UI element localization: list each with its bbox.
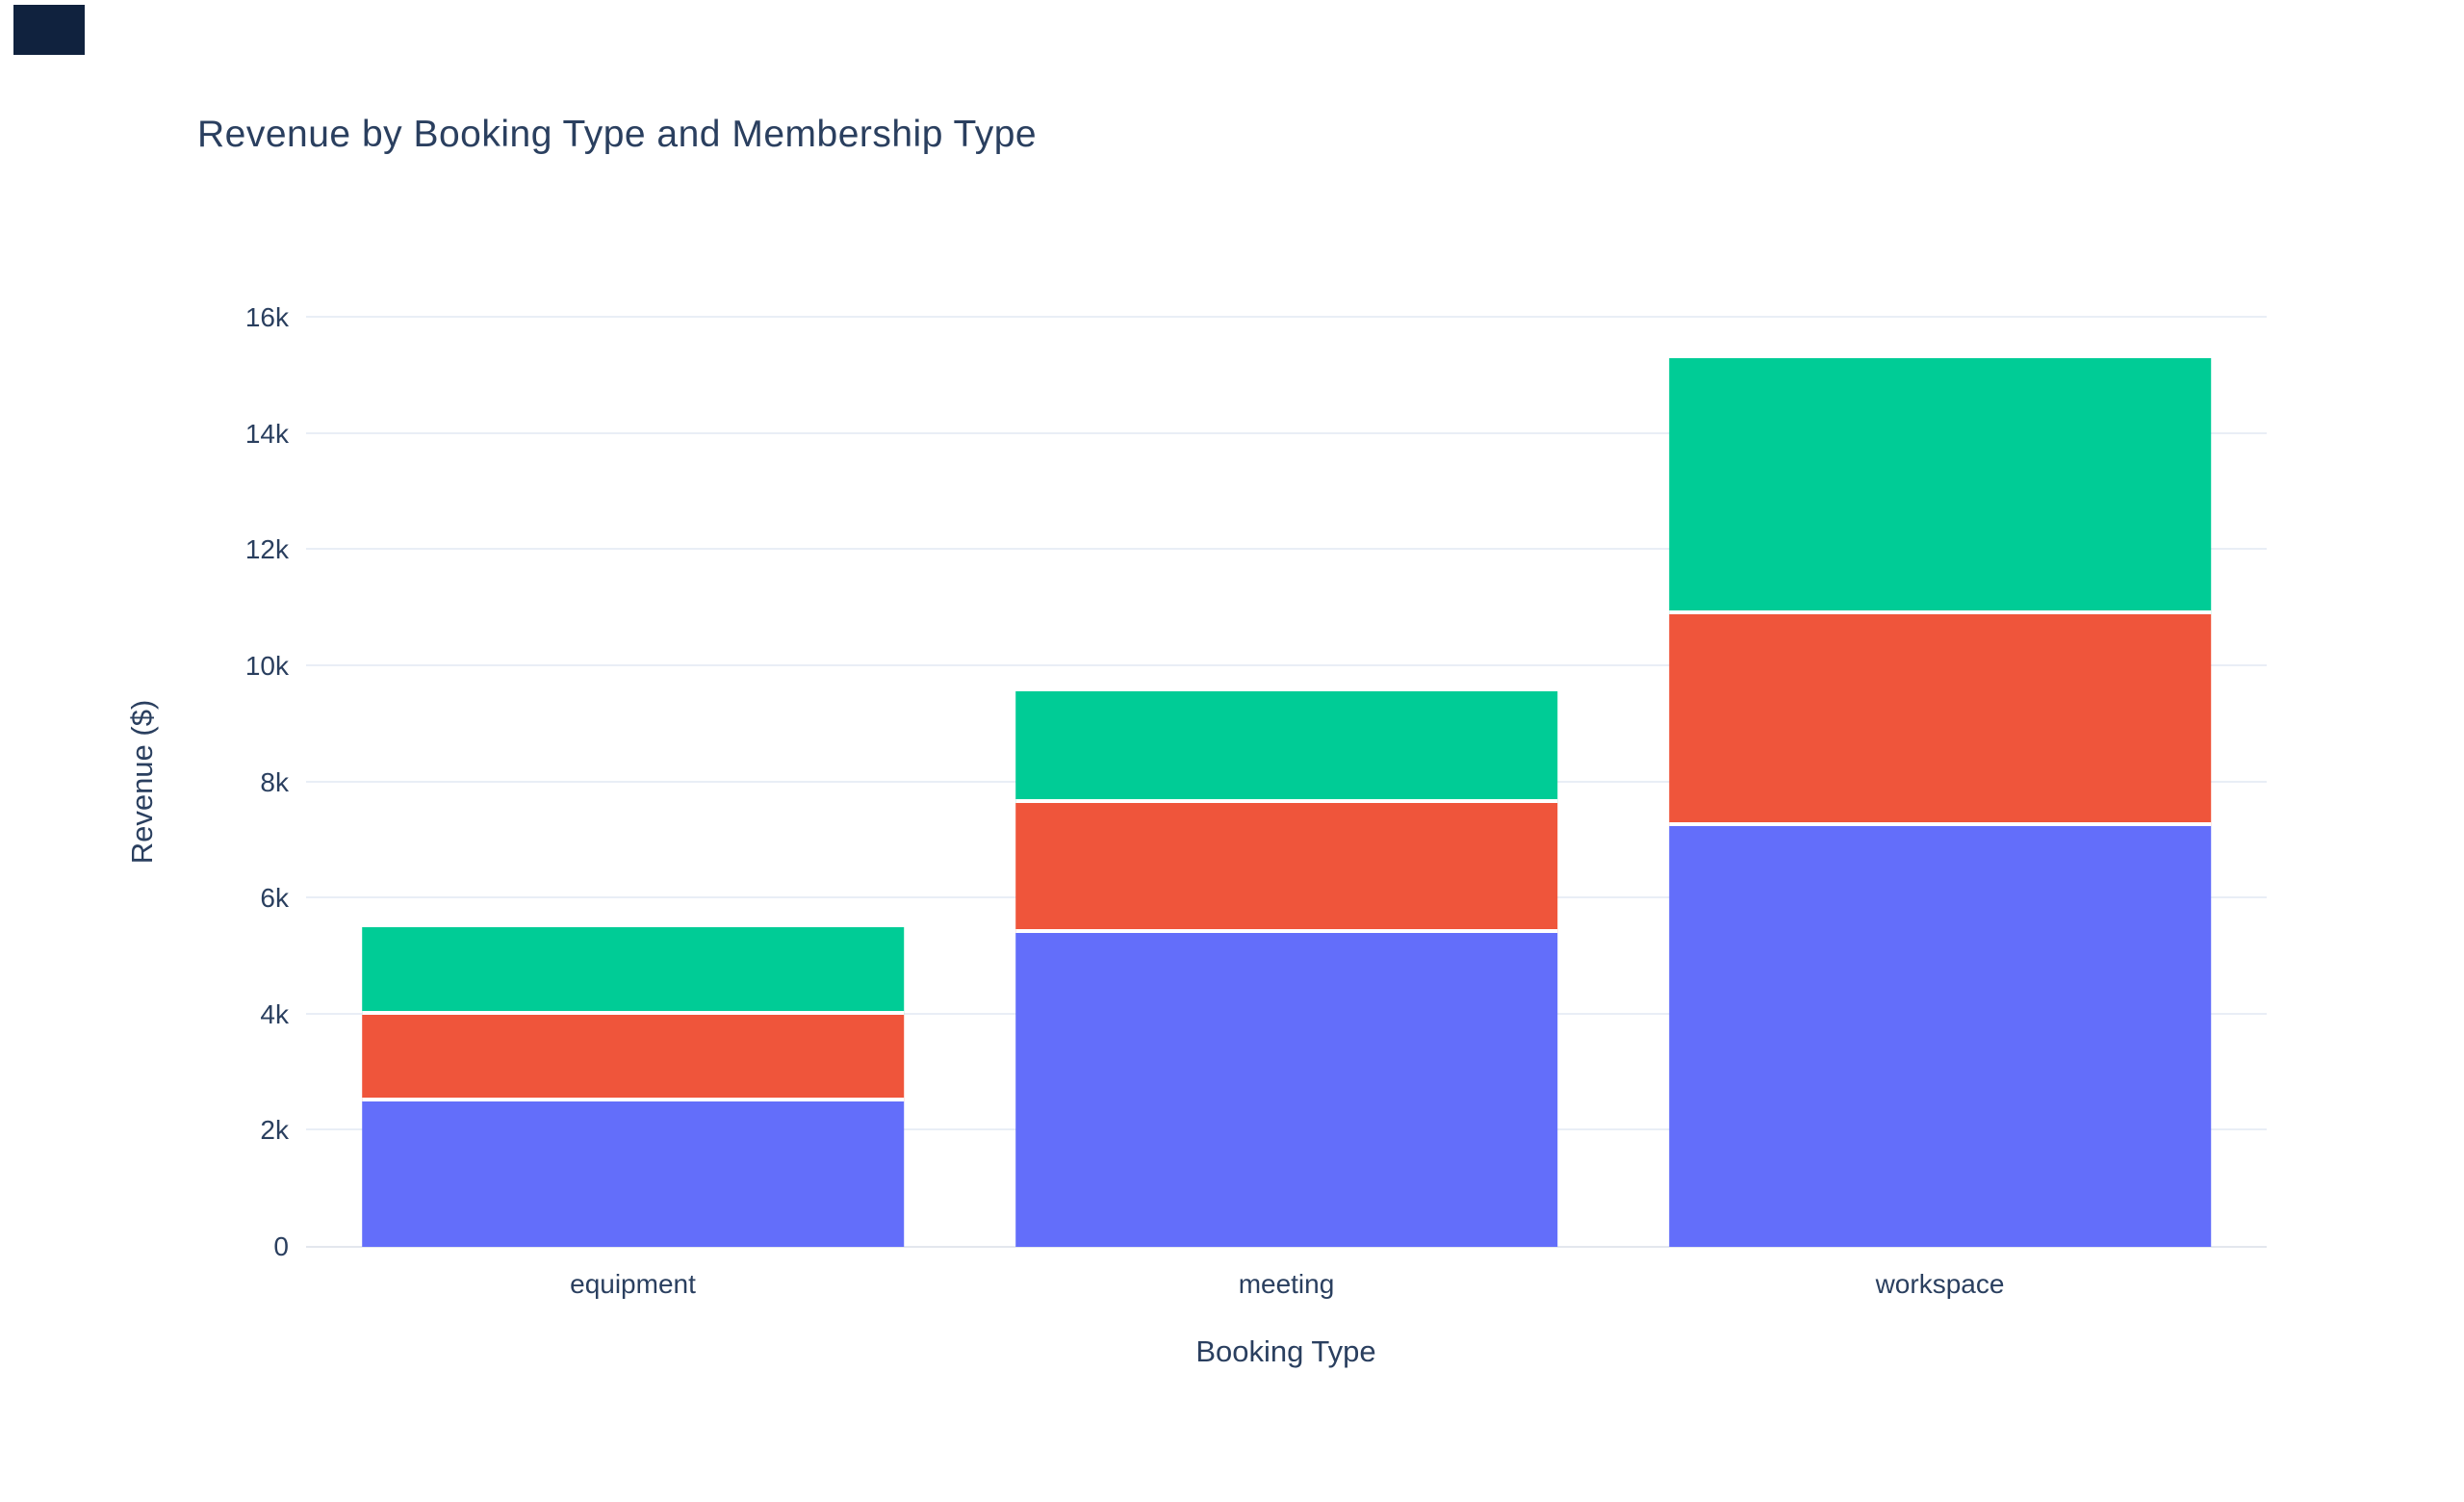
chart-title: Revenue by Booking Type and Membership T… (197, 114, 1038, 155)
y-tick-label-2k: 2k (260, 1115, 289, 1146)
bar-segment-meeting-red-middle-segment[interactable] (1014, 803, 1558, 934)
y-tick-label-4k: 4k (260, 998, 289, 1029)
bar-segment-equipment-blue-bottom-segment[interactable] (361, 1101, 905, 1247)
bar-segment-equipment-green-top-segment[interactable] (361, 927, 905, 1015)
y-axis-title: Revenue ($) (125, 699, 159, 865)
gridline-12k (306, 548, 2267, 551)
plot-area (306, 316, 2267, 1248)
bar-segment-equipment-red-middle-segment[interactable] (361, 1014, 905, 1102)
corner-decoration-block (13, 5, 85, 55)
gridline-14k (306, 431, 2267, 434)
bar-slot-meeting (960, 318, 1613, 1247)
bar-segment-workspace-red-middle-segment[interactable] (1668, 613, 2212, 826)
y-tick-label-0: 0 (273, 1231, 289, 1261)
bar-segment-workspace-blue-bottom-segment[interactable] (1668, 825, 2212, 1247)
y-tick-label-12k: 12k (244, 534, 289, 565)
x-tick-label-meeting: meeting (1238, 1269, 1335, 1299)
stacked-bar-equipment (361, 318, 905, 1247)
x-axis-zeroline (306, 1246, 2267, 1248)
bar-segment-meeting-green-top-segment[interactable] (1014, 690, 1558, 804)
bar-slot-equipment (306, 318, 960, 1247)
stacked-bar-workspace (1668, 318, 2212, 1247)
y-tick-label-16k: 16k (244, 302, 289, 332)
x-tick-label-equipment: equipment (570, 1269, 696, 1299)
gridline-10k (306, 663, 2267, 666)
bar-slot-workspace (1613, 318, 2267, 1247)
y-tick-label-8k: 8k (260, 766, 289, 797)
x-axis-title: Booking Type (1195, 1334, 1376, 1368)
stacked-bar-meeting (1014, 318, 1558, 1247)
bar-segment-workspace-green-top-segment[interactable] (1668, 358, 2212, 614)
x-tick-label-workspace: workspace (1875, 1269, 2005, 1299)
y-tick-label-6k: 6k (260, 883, 289, 914)
y-tick-label-14k: 14k (244, 418, 289, 449)
gridline-16k (306, 316, 2267, 318)
bar-segment-meeting-blue-bottom-segment[interactable] (1014, 933, 1558, 1247)
y-tick-label-10k: 10k (244, 650, 289, 681)
